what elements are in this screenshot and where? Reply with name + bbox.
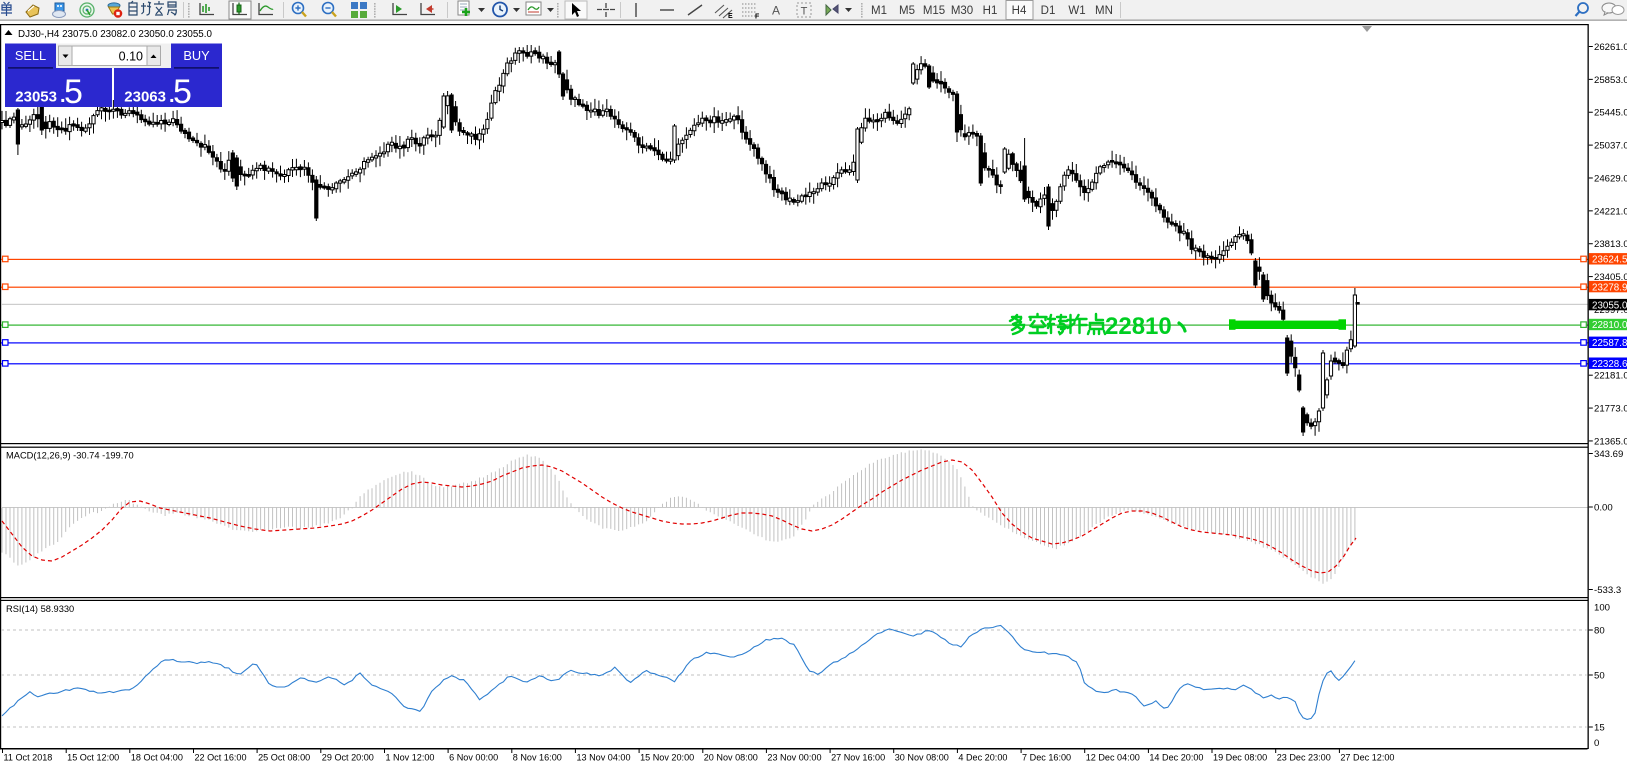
svg-text:22587.8: 22587.8 bbox=[1592, 338, 1627, 349]
svg-text:50: 50 bbox=[1594, 671, 1605, 682]
svg-text:W1: W1 bbox=[1068, 5, 1085, 17]
svg-text:7 Dec 16:00: 7 Dec 16:00 bbox=[1022, 753, 1071, 763]
svg-text:22810.0: 22810.0 bbox=[1592, 320, 1627, 331]
svg-text:5: 5 bbox=[173, 73, 192, 111]
svg-text:23405.0: 23405.0 bbox=[1594, 272, 1627, 283]
svg-text:22328.6: 22328.6 bbox=[1592, 359, 1627, 370]
svg-text:21773.0: 21773.0 bbox=[1594, 404, 1627, 415]
svg-text:24221.0: 24221.0 bbox=[1594, 206, 1627, 217]
svg-text:25037.0: 25037.0 bbox=[1594, 141, 1627, 152]
svg-text:23624.5: 23624.5 bbox=[1592, 255, 1627, 266]
svg-text:DJ30-,H4 23075.0 23082.0 2305: DJ30-,H4 23075.0 23082.0 23050.0 23055.0 bbox=[18, 29, 212, 40]
svg-text:15: 15 bbox=[1594, 723, 1605, 734]
svg-text:100: 100 bbox=[1594, 603, 1610, 614]
svg-text:29 Oct 20:00: 29 Oct 20:00 bbox=[322, 753, 374, 763]
svg-text:15 Nov 20:00: 15 Nov 20:00 bbox=[640, 753, 694, 763]
svg-text:M5: M5 bbox=[899, 5, 915, 17]
svg-text:27 Nov 16:00: 27 Nov 16:00 bbox=[831, 753, 885, 763]
svg-text:6 Nov 00:00: 6 Nov 00:00 bbox=[449, 753, 498, 763]
svg-text:1 Nov 12:00: 1 Nov 12:00 bbox=[385, 753, 434, 763]
svg-text:25445.0: 25445.0 bbox=[1594, 108, 1627, 119]
svg-text:M1: M1 bbox=[871, 5, 887, 17]
svg-text:M15: M15 bbox=[923, 5, 945, 17]
svg-text:22810: 22810 bbox=[1105, 313, 1172, 340]
svg-text:0: 0 bbox=[1594, 738, 1599, 749]
svg-text:RSI(14) 58.9330: RSI(14) 58.9330 bbox=[6, 604, 74, 614]
svg-text:24629.0: 24629.0 bbox=[1594, 173, 1627, 184]
svg-text:0.00: 0.00 bbox=[1594, 503, 1613, 514]
svg-text:5: 5 bbox=[64, 73, 83, 111]
svg-text:11 Oct 2018: 11 Oct 2018 bbox=[4, 753, 53, 763]
svg-text:80: 80 bbox=[1594, 626, 1605, 637]
svg-text:22 Oct 16:00: 22 Oct 16:00 bbox=[194, 753, 246, 763]
svg-text:13 Nov 04:00: 13 Nov 04:00 bbox=[576, 753, 630, 763]
svg-text:H1: H1 bbox=[983, 5, 998, 17]
svg-text:8 Nov 16:00: 8 Nov 16:00 bbox=[513, 753, 562, 763]
svg-text:25853.0: 25853.0 bbox=[1594, 75, 1627, 86]
svg-text:23 Nov 00:00: 23 Nov 00:00 bbox=[767, 753, 821, 763]
svg-text:4 Dec 20:00: 4 Dec 20:00 bbox=[958, 753, 1007, 763]
svg-text:BUY: BUY bbox=[183, 48, 210, 63]
svg-text:E: E bbox=[728, 13, 733, 20]
svg-text:23 Dec 23:00: 23 Dec 23:00 bbox=[1277, 753, 1331, 763]
svg-text:12 Dec 04:00: 12 Dec 04:00 bbox=[1086, 753, 1140, 763]
svg-text:21365.0: 21365.0 bbox=[1594, 436, 1627, 447]
svg-text:30 Nov 08:00: 30 Nov 08:00 bbox=[895, 753, 949, 763]
svg-text:27 Dec 12:00: 27 Dec 12:00 bbox=[1340, 753, 1394, 763]
svg-text:23055.0: 23055.0 bbox=[1592, 300, 1627, 311]
svg-text:F: F bbox=[755, 14, 760, 21]
svg-text:15 Oct 12:00: 15 Oct 12:00 bbox=[67, 753, 119, 763]
svg-text:22997.0: 22997.0 bbox=[1594, 305, 1627, 316]
svg-text:D1: D1 bbox=[1041, 5, 1056, 17]
svg-text:0.10: 0.10 bbox=[119, 50, 143, 64]
svg-text:H4: H4 bbox=[1012, 5, 1027, 17]
svg-text:18 Oct 04:00: 18 Oct 04:00 bbox=[131, 753, 183, 763]
svg-text:22181.0: 22181.0 bbox=[1594, 371, 1627, 382]
svg-text:23813.0: 23813.0 bbox=[1594, 239, 1627, 250]
svg-text:MACD(12,26,9) -30.74 -199.70: MACD(12,26,9) -30.74 -199.70 bbox=[6, 451, 134, 461]
svg-text:23278.9: 23278.9 bbox=[1592, 282, 1627, 293]
svg-text:19 Dec 08:00: 19 Dec 08:00 bbox=[1213, 753, 1267, 763]
svg-text:26261.0: 26261.0 bbox=[1594, 42, 1627, 53]
svg-text:SELL: SELL bbox=[15, 48, 46, 63]
svg-text:MN: MN bbox=[1095, 5, 1113, 17]
svg-text:M30: M30 bbox=[951, 5, 973, 17]
svg-text:A: A bbox=[772, 4, 780, 18]
svg-text:343.69: 343.69 bbox=[1594, 449, 1623, 460]
svg-text:14 Dec 20:00: 14 Dec 20:00 bbox=[1149, 753, 1203, 763]
svg-text:23053: 23053 bbox=[15, 89, 57, 106]
svg-text:23063: 23063 bbox=[124, 89, 166, 106]
svg-text:.: . bbox=[60, 85, 66, 107]
svg-text:25 Oct 08:00: 25 Oct 08:00 bbox=[258, 753, 310, 763]
svg-text:-533.3: -533.3 bbox=[1594, 585, 1621, 596]
svg-text:T: T bbox=[801, 6, 808, 18]
svg-text:20 Nov 08:00: 20 Nov 08:00 bbox=[704, 753, 758, 763]
svg-text:.: . bbox=[169, 85, 175, 107]
